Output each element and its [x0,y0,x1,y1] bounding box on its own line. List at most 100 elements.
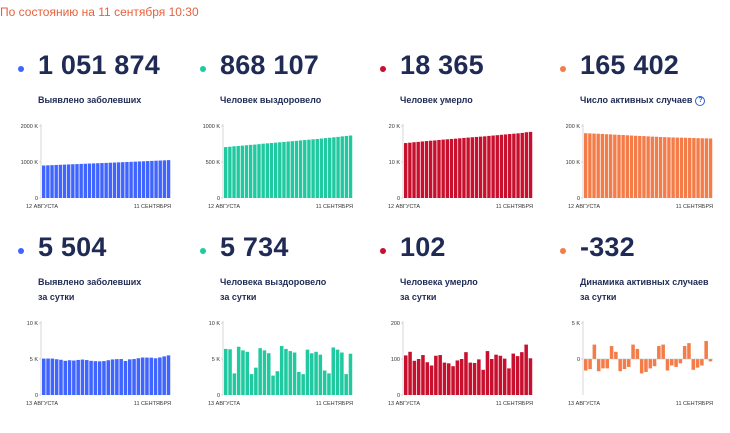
bar[interactable] [336,136,340,198]
bar[interactable] [665,359,670,371]
bar[interactable] [470,137,474,198]
bar[interactable] [93,361,98,395]
bar[interactable] [42,165,46,199]
bar[interactable] [600,133,605,198]
bar[interactable] [284,348,288,395]
bar[interactable] [507,368,511,395]
bar[interactable] [704,138,709,198]
bar[interactable] [584,359,588,371]
bar[interactable] [451,366,455,395]
bar[interactable] [232,373,237,395]
bar[interactable] [596,359,601,372]
bar[interactable] [305,349,310,395]
bar[interactable] [434,355,438,395]
bar[interactable] [257,144,261,198]
bar[interactable] [425,362,430,395]
bar[interactable] [520,132,524,198]
bar[interactable] [303,140,307,198]
bar[interactable] [691,359,696,370]
bar[interactable] [158,160,162,198]
bar[interactable] [315,138,319,198]
bar[interactable] [340,136,344,198]
bar[interactable] [166,355,171,395]
bar[interactable] [700,359,704,366]
bar[interactable] [458,138,462,198]
bar[interactable] [273,142,278,198]
bar[interactable] [692,138,696,198]
bar[interactable] [236,146,240,198]
bar[interactable] [318,354,323,395]
bar[interactable] [416,141,420,198]
bar[interactable] [76,359,80,395]
bar[interactable] [618,359,622,372]
bar[interactable] [282,141,286,198]
bar[interactable] [298,140,303,198]
bar[interactable] [447,363,451,395]
bar[interactable] [128,359,132,395]
bar[interactable] [516,133,520,198]
bar[interactable] [344,374,348,395]
bar[interactable] [679,137,684,198]
bar[interactable] [232,146,236,198]
bar[interactable] [104,162,108,198]
bar[interactable] [462,137,466,198]
bar[interactable] [297,371,301,395]
bar[interactable] [445,139,450,198]
bar[interactable] [140,357,145,395]
bar[interactable] [258,348,262,395]
bar[interactable] [592,133,596,198]
bar[interactable] [639,359,644,374]
bar[interactable] [674,359,678,367]
bar[interactable] [110,359,115,395]
bar[interactable] [408,351,412,395]
bar[interactable] [132,359,136,395]
bar[interactable] [79,163,83,198]
bar[interactable] [262,350,267,395]
bar[interactable] [54,359,59,395]
bar[interactable] [670,359,674,366]
bar[interactable] [71,164,75,198]
bar[interactable] [248,144,253,198]
bar[interactable] [438,355,442,395]
bar[interactable] [696,138,700,198]
bar[interactable] [464,352,468,395]
bar[interactable] [67,360,72,395]
bar[interactable] [661,344,665,359]
bar[interactable] [146,161,150,198]
bar[interactable] [307,139,311,198]
bar[interactable] [240,145,245,198]
bar[interactable] [494,354,498,395]
bar[interactable] [613,134,617,198]
bar[interactable] [481,369,485,395]
bar[interactable] [332,137,336,198]
bar[interactable] [596,133,600,198]
bar[interactable] [149,357,154,395]
bar[interactable] [601,359,605,369]
bar[interactable] [429,365,434,395]
bar[interactable] [292,352,297,395]
bar[interactable] [310,353,314,395]
bar[interactable] [328,137,332,198]
bar[interactable] [228,146,232,198]
bar[interactable] [348,135,353,199]
bar[interactable] [153,358,158,395]
bar[interactable] [633,135,638,198]
bar[interactable] [72,360,76,395]
bar[interactable] [50,165,54,198]
bar[interactable] [314,351,318,395]
bar[interactable] [158,357,162,395]
bar[interactable] [474,136,479,198]
bar[interactable] [524,132,529,198]
bar[interactable] [644,359,648,372]
bar[interactable] [528,131,533,198]
bar[interactable] [46,165,50,198]
bar[interactable] [708,359,713,362]
bar[interactable] [279,346,284,395]
bar[interactable] [294,140,299,198]
bar[interactable] [499,134,504,198]
bar[interactable] [244,145,249,198]
bar[interactable] [286,141,290,198]
question-circle-icon[interactable]: ? [695,96,706,106]
bar[interactable] [106,360,111,395]
bar[interactable] [453,138,458,198]
